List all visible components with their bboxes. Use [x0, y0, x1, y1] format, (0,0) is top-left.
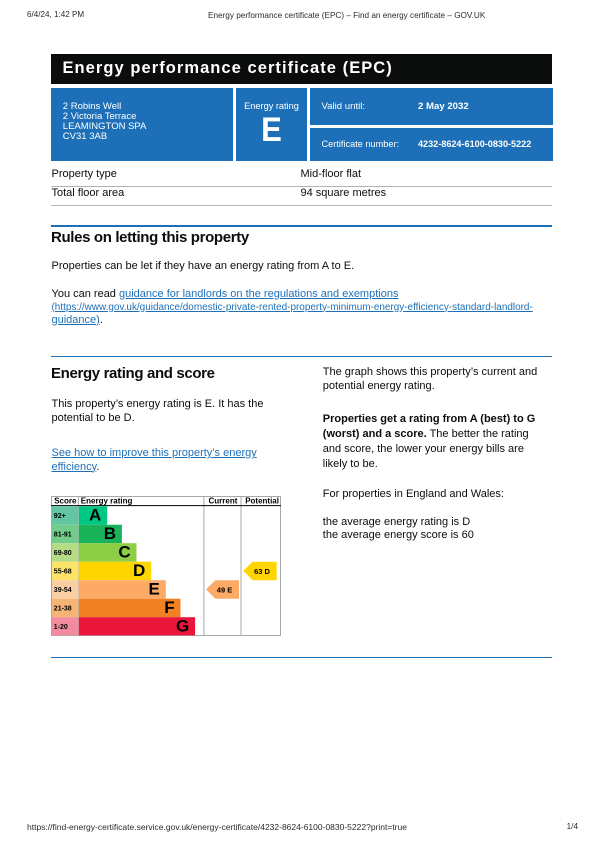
svg-text:B: B	[104, 524, 116, 543]
svg-text:69-80: 69-80	[54, 550, 72, 557]
svg-text:A: A	[89, 505, 101, 524]
svg-text:Current: Current	[209, 496, 238, 505]
svg-text:Score: Score	[54, 496, 77, 505]
svg-text:21-38: 21-38	[54, 605, 72, 612]
svg-text:E: E	[149, 579, 160, 598]
svg-text:G: G	[176, 616, 189, 635]
svg-text:C: C	[118, 542, 130, 561]
svg-text:92+: 92+	[54, 513, 66, 520]
svg-text:63 D: 63 D	[254, 567, 270, 576]
svg-text:55-68: 55-68	[54, 568, 72, 575]
svg-text:Energy rating: Energy rating	[81, 496, 133, 505]
svg-text:F: F	[164, 598, 174, 617]
svg-text:81-91: 81-91	[54, 531, 72, 538]
svg-text:49 E: 49 E	[217, 585, 232, 594]
svg-text:D: D	[133, 561, 145, 580]
svg-text:39-54: 39-54	[54, 587, 72, 594]
svg-text:1-20: 1-20	[54, 624, 68, 631]
svg-text:Potential: Potential	[245, 496, 279, 505]
